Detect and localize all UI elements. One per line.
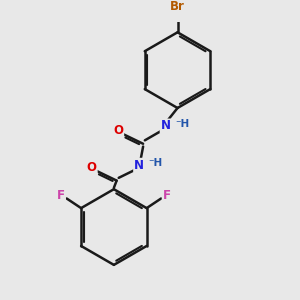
Text: O: O	[113, 124, 123, 137]
Text: N: N	[160, 119, 170, 132]
Text: ⁻H: ⁻H	[148, 158, 163, 168]
Text: O: O	[87, 161, 97, 174]
Text: ⁻H: ⁻H	[175, 119, 189, 129]
Text: F: F	[163, 189, 171, 202]
Text: F: F	[57, 189, 65, 202]
Text: Br: Br	[170, 0, 185, 13]
Text: N: N	[134, 159, 144, 172]
